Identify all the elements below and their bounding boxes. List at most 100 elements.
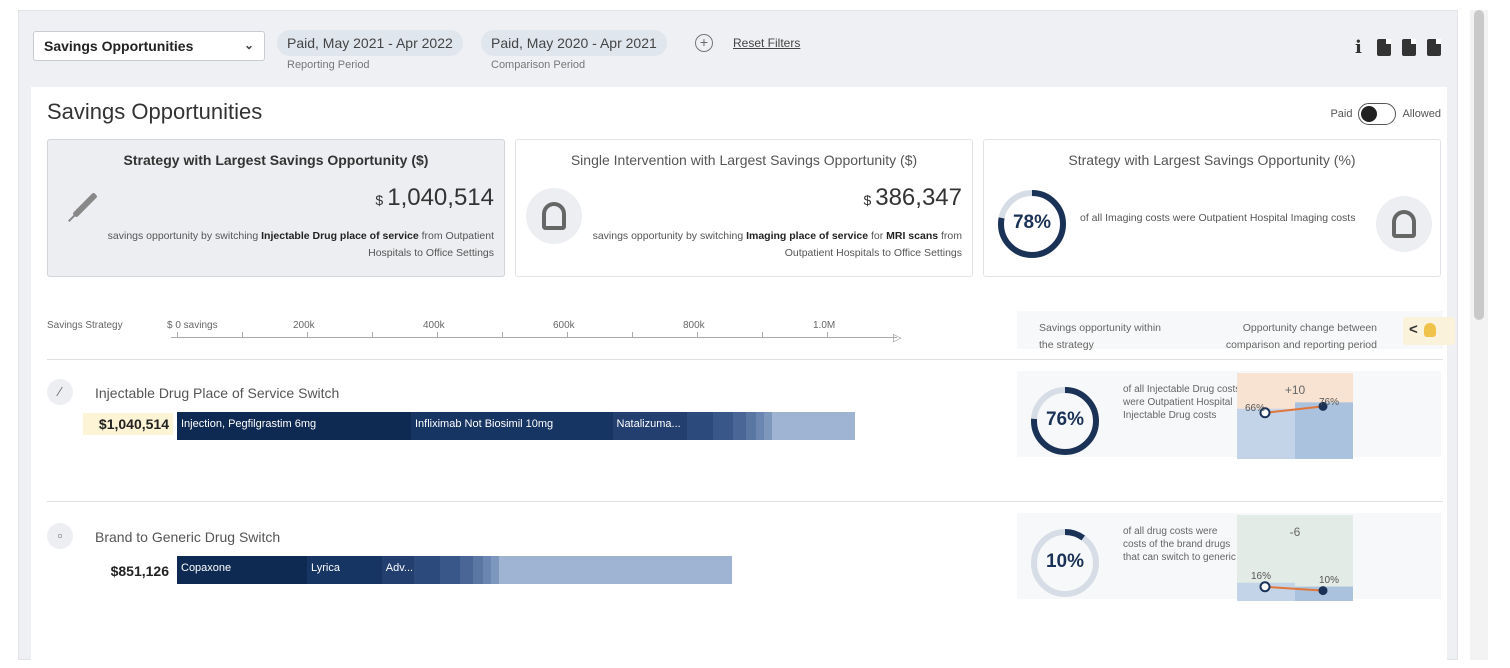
reset-filters-link[interactable]: Reset Filters — [733, 36, 801, 50]
bar-segment[interactable]: Natalizuma... — [612, 412, 688, 440]
axis-tick-label: 400k — [423, 320, 445, 331]
pill-bottle-icon: ▫ — [47, 523, 73, 549]
to-point — [1318, 586, 1328, 596]
axis-tick — [372, 332, 373, 338]
percent-donut: 76% — [1029, 385, 1101, 457]
bar-segment[interactable] — [713, 412, 733, 440]
card-title: Single Intervention with Largest Savings… — [570, 152, 918, 168]
export-pdf-icon[interactable] — [1377, 39, 1391, 56]
axis-tick — [567, 332, 568, 338]
bar-segment[interactable]: Copaxone — [177, 556, 307, 584]
card-description: of all Imaging costs were Outpatient Hos… — [1080, 212, 1356, 224]
bar-segment[interactable] — [440, 556, 460, 584]
axis-tick — [177, 332, 178, 338]
axis-tick — [762, 332, 763, 338]
filter-bar: Savings Opportunities ⌄ Paid, May 2021 -… — [19, 11, 1459, 85]
stat-description: of all drug costs were costs of the bran… — [1123, 526, 1236, 563]
axis-tick-label: 200k — [293, 320, 315, 331]
card-description: savings opportunity by switching Injecta… — [107, 230, 494, 259]
view-select[interactable]: Savings Opportunities ⌄ — [33, 31, 265, 61]
from-percent: 16% — [1251, 571, 1272, 582]
app-window: Savings Opportunities ⌄ Paid, May 2021 -… — [18, 10, 1459, 667]
card-title: Strategy with Largest Savings Opportunit… — [1068, 152, 1356, 168]
comparison-period-pill[interactable]: Paid, May 2020 - Apr 2021 — [481, 30, 667, 56]
savings-panel: Savings Opportunities Paid Allowed Strat… — [31, 87, 1455, 667]
from-point — [1259, 407, 1271, 419]
strategy-title[interactable]: Brand to Generic Drug Switch — [95, 529, 281, 545]
from-point — [1259, 581, 1271, 593]
card-largest-strategy-dollar[interactable]: Strategy with Largest Savings Opportunit… — [47, 139, 505, 277]
axis-tick — [437, 332, 438, 338]
to-level-fill — [1295, 402, 1353, 459]
page-title: Savings Opportunities — [47, 99, 263, 124]
export-file-icon[interactable] — [1427, 39, 1441, 56]
axis-tick — [827, 332, 828, 338]
bar-segment[interactable] — [732, 412, 746, 440]
add-filter-icon[interactable]: + — [695, 34, 713, 52]
card-title: Strategy with Largest Savings Opportunit… — [123, 152, 429, 168]
strategy-stat-box: 76% of all Injectable Drug costs were Ou… — [1017, 371, 1441, 459]
toggle-label-allowed: Allowed — [1402, 108, 1441, 120]
axis-tick — [502, 332, 503, 338]
collapse-insights-button[interactable]: < — [1403, 317, 1455, 345]
divider — [47, 501, 1443, 502]
axis-tick — [307, 332, 308, 338]
bar-segment[interactable]: Infliximab Not Biosimil 10mg — [411, 412, 613, 440]
change-line — [1264, 405, 1324, 414]
bar-segment[interactable] — [763, 412, 772, 440]
reporting-period-label: Reporting Period — [287, 59, 370, 71]
bar-segment[interactable] — [459, 556, 473, 584]
card-largest-strategy-percent[interactable]: Strategy with Largest Savings Opportunit… — [983, 139, 1441, 277]
paid-allowed-toggle-group: Paid Allowed — [1330, 103, 1441, 125]
strategy-total: $851,126 — [110, 563, 169, 579]
bar-segment[interactable] — [745, 412, 756, 440]
change-delta: -6 — [1289, 525, 1301, 539]
bar-segment[interactable]: Lyrica — [307, 556, 382, 584]
chevron-down-icon: ⌄ — [243, 38, 254, 52]
axis-tick-label: 600k — [553, 320, 575, 331]
bar-segment[interactable]: Injection, Pegfilgrastim 6mg — [177, 412, 411, 440]
axis-tick — [242, 332, 243, 338]
bar-segment[interactable] — [490, 556, 499, 584]
change-mini-chart: +10 66% 76% — [1237, 373, 1353, 459]
strategy-title[interactable]: Injectable Drug Place of Service Switch — [95, 385, 340, 401]
change-delta: +10 — [1284, 383, 1306, 397]
strategy-stat-box: 10% of all drug costs were costs of the … — [1017, 513, 1441, 601]
info-icon[interactable]: i — [1355, 37, 1362, 58]
right-header-bg — [1017, 311, 1443, 349]
syringe-icon — [72, 192, 98, 218]
vertical-scrollbar[interactable] — [1470, 10, 1488, 660]
bar-segment[interactable] — [755, 412, 764, 440]
card-amount: $1,040,514 — [375, 184, 494, 211]
percent-donut: 10% — [1029, 527, 1101, 599]
scrollbar-thumb[interactable] — [1474, 10, 1484, 320]
bar-segment[interactable] — [771, 412, 856, 440]
bar-segment[interactable] — [687, 412, 714, 440]
from-percent: 66% — [1245, 403, 1266, 414]
axis-tick — [697, 332, 698, 338]
bar-segment[interactable]: Adv... — [381, 556, 415, 584]
percent-donut: 78% — [996, 188, 1068, 260]
card-largest-intervention-dollar[interactable]: Single Intervention with Largest Savings… — [515, 139, 973, 277]
bar-segment[interactable] — [414, 556, 441, 584]
lightbulb-icon — [1423, 323, 1436, 338]
toggle-label-paid: Paid — [1330, 108, 1353, 120]
reporting-period-pill[interactable]: Paid, May 2021 - Apr 2022 — [277, 30, 463, 56]
bar-segment[interactable] — [482, 556, 491, 584]
header-opportunity-within: Savings opportunity within the strategy — [1039, 322, 1161, 351]
axis-tick — [632, 332, 633, 338]
axis-arrow-icon: ▷ — [893, 332, 902, 344]
export-doc-icon[interactable] — [1402, 39, 1416, 56]
change-line — [1264, 585, 1324, 592]
divider — [47, 359, 1443, 360]
donut-percent: 10% — [1045, 551, 1085, 572]
bar-segment[interactable] — [498, 556, 732, 584]
bar-segment[interactable] — [472, 556, 483, 584]
mri-scanner-icon — [526, 188, 582, 244]
strategy-bar: Copaxone Lyrica Adv... — [177, 556, 732, 584]
paid-allowed-toggle[interactable] — [1358, 103, 1397, 125]
card-description: savings opportunity by switching Imaging… — [592, 230, 962, 259]
change-mini-chart: -6 16% 10% — [1237, 515, 1353, 601]
axis-tick-label: $ 0 savings — [167, 320, 218, 331]
axis-title: Savings Strategy — [47, 320, 123, 331]
